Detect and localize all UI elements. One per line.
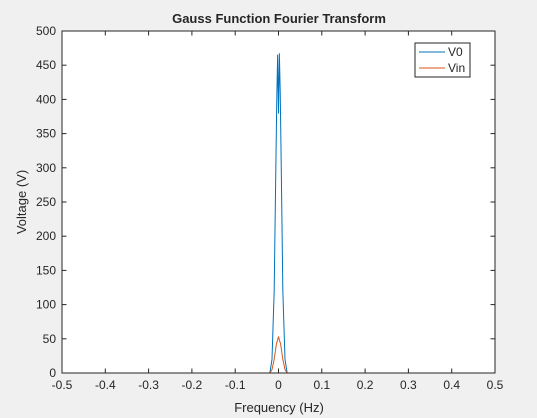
series-line-vin — [62, 336, 495, 374]
series-line-v0 — [62, 53, 495, 374]
legend-label-v0: V0 — [448, 45, 463, 59]
x-tick-label: 0.2 — [357, 378, 374, 392]
series-layer — [62, 53, 495, 374]
y-tick-label: 450 — [36, 58, 56, 72]
y-tick-label: 350 — [36, 127, 56, 141]
x-tick-label: 0.1 — [313, 378, 330, 392]
x-tick-label: 0.4 — [443, 378, 460, 392]
legend[interactable]: V0 Vin — [414, 42, 471, 78]
y-tick-label: 100 — [36, 298, 56, 312]
y-tick-label: 200 — [36, 229, 56, 243]
ticks-layer: -0.5 -0.4 -0.3 -0.2 -0.1 0 0.1 0.2 0.3 0.4 0.5 0 50 1… — [36, 24, 504, 392]
x-tick-label: 0 — [275, 378, 282, 392]
y-tick-label: 400 — [36, 92, 56, 106]
x-tick-label: 0.3 — [400, 378, 417, 392]
x-tick-label: -0.5 — [52, 378, 73, 392]
legend-label-vin: Vin — [448, 61, 465, 75]
x-tick-label: -0.1 — [225, 378, 246, 392]
x-tick-label: -0.2 — [182, 378, 203, 392]
chart-title: Gauss Function Fourier Transform — [172, 11, 386, 26]
y-tick-label: 300 — [36, 161, 56, 175]
y-axis-label: Voltage (V) — [14, 170, 29, 234]
x-tick-label: -0.3 — [138, 378, 159, 392]
x-axis-label: Frequency (Hz) — [234, 400, 324, 415]
y-tick-label: 150 — [36, 263, 56, 277]
x-tick-label: 0.5 — [487, 378, 504, 392]
x-tick-label: -0.4 — [95, 378, 116, 392]
y-tick-label: 0 — [49, 366, 56, 380]
y-tick-label: 500 — [36, 24, 56, 38]
legend-box — [414, 42, 471, 78]
y-tick-label: 250 — [36, 195, 56, 209]
y-tick-label: 50 — [43, 332, 57, 346]
